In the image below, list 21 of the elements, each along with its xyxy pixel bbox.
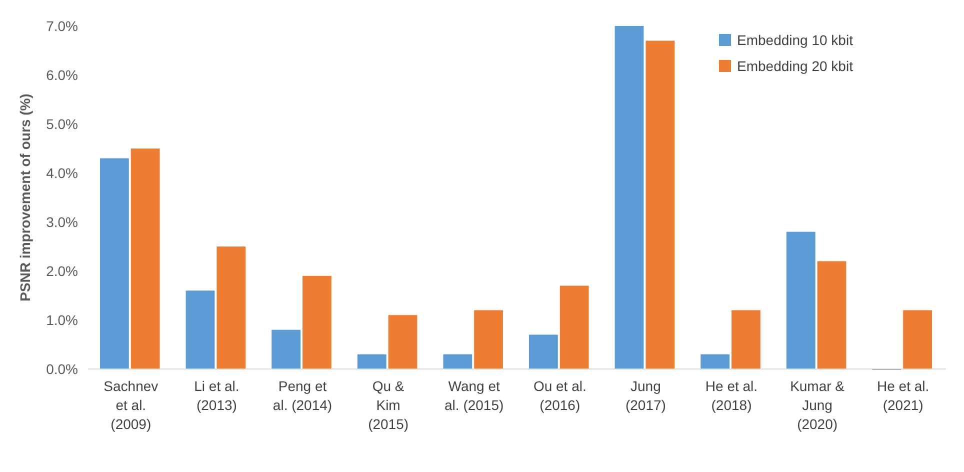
x-tick-label: Qu & Kim (2015) — [368, 378, 409, 432]
x-tick-label: He et al. (2018) — [705, 378, 758, 413]
y-tick-label: 6.0% — [46, 66, 78, 83]
y-axis-title: PSNR improvement of ours (%) — [17, 94, 33, 302]
y-tick-label: 2.0% — [46, 262, 78, 279]
x-tick-label: Peng et al. (2014) — [272, 378, 332, 413]
x-tick-label: Kumar & Jung (2020) — [790, 378, 846, 432]
y-tick-label: 4.0% — [46, 164, 78, 181]
legend-label: Embedding 10 kbit — [737, 32, 854, 48]
y-tick-label: 3.0% — [46, 214, 78, 230]
x-tick-label: Li et al. (2013) — [194, 378, 240, 413]
x-tick-label: Sachnev et al. (2009) — [104, 378, 158, 432]
y-tick-label: 0.0% — [46, 360, 78, 377]
legend-label: Embedding 20 kbit — [737, 58, 854, 74]
y-tick-label: 1.0% — [46, 312, 78, 328]
x-tick-label: Jung (2017) — [625, 378, 666, 413]
x-tick-label: Ou et al. (2016) — [533, 378, 586, 413]
y-tick-label: 7.0% — [46, 18, 78, 34]
x-tick-label: He et al. (2021) — [877, 378, 930, 413]
x-tick-label: Wang et al. (2015) — [444, 378, 504, 413]
y-tick-label: 5.0% — [46, 116, 78, 132]
